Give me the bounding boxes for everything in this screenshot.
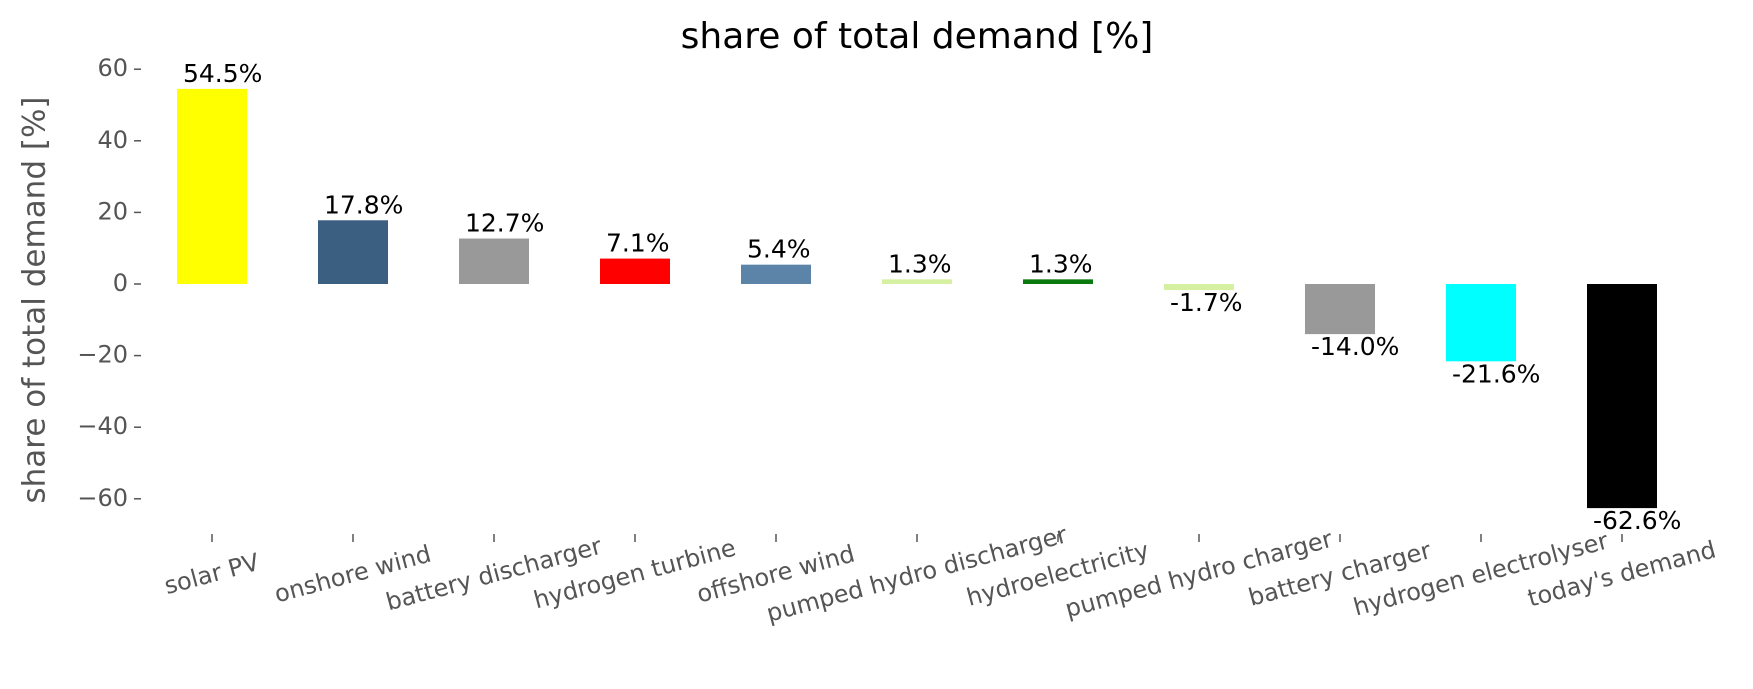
value-label: 7.1% bbox=[606, 229, 670, 258]
y-tick-label: −60 bbox=[77, 484, 128, 512]
y-tick-label: 0 bbox=[113, 269, 128, 297]
y-tick-label: 60 bbox=[97, 54, 128, 82]
bar bbox=[741, 264, 811, 284]
y-axis-label: share of total demand [%] bbox=[17, 96, 53, 503]
value-label: -21.6% bbox=[1452, 359, 1540, 388]
bar bbox=[1023, 279, 1093, 284]
y-tick-label: 20 bbox=[97, 197, 128, 225]
value-label: 1.3% bbox=[1029, 249, 1093, 278]
bar bbox=[600, 258, 670, 284]
x-tick-label: solar PV bbox=[161, 548, 262, 600]
bar bbox=[1446, 284, 1516, 362]
bar bbox=[1164, 284, 1234, 291]
value-label: 12.7% bbox=[465, 209, 544, 238]
value-label: -14.0% bbox=[1311, 332, 1399, 361]
bar bbox=[318, 220, 388, 284]
bar bbox=[1587, 284, 1657, 509]
bar bbox=[1305, 284, 1375, 335]
y-tick-label: −20 bbox=[77, 341, 128, 369]
value-label: 1.3% bbox=[888, 249, 952, 278]
value-label: -1.7% bbox=[1170, 288, 1243, 317]
value-label: 5.4% bbox=[747, 235, 811, 264]
value-label: -62.6% bbox=[1593, 506, 1681, 535]
chart-title: share of total demand [%] bbox=[681, 16, 1154, 57]
y-tick-label: 40 bbox=[97, 126, 128, 154]
bar bbox=[459, 238, 529, 284]
value-label: 54.5% bbox=[183, 59, 262, 88]
bar bbox=[882, 279, 952, 284]
value-label: 17.8% bbox=[324, 190, 403, 219]
bar bbox=[177, 88, 247, 284]
y-tick-label: −40 bbox=[77, 412, 128, 440]
